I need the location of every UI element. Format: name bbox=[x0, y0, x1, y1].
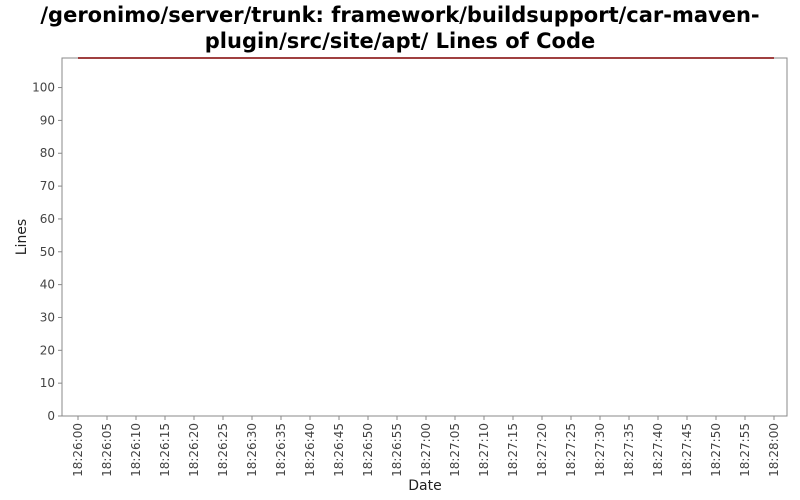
x-tick-label: 18:26:55 bbox=[390, 423, 404, 477]
x-tick-label: 18:27:40 bbox=[651, 423, 665, 477]
x-axis-title: Date bbox=[408, 478, 441, 494]
y-tick-label: 0 bbox=[47, 409, 55, 423]
plot-area bbox=[61, 57, 788, 417]
y-tick-label: 30 bbox=[40, 310, 55, 324]
x-axis: 18:26:00 18:26:05 18:26:10 18:26:15 18:26:20… bbox=[71, 416, 781, 477]
y-tick-label: 50 bbox=[40, 245, 55, 259]
x-tick-label: 18:27:25 bbox=[564, 423, 578, 477]
x-tick-label: 18:27:00 bbox=[419, 423, 433, 477]
x-tick-label: 18:27:10 bbox=[477, 423, 491, 477]
x-tick-label: 18:26:20 bbox=[187, 423, 201, 477]
x-tick-label: 18:26:50 bbox=[361, 423, 375, 477]
x-tick-label: 18:27:20 bbox=[535, 423, 549, 477]
x-tick-label: 18:27:45 bbox=[680, 423, 694, 477]
y-axis: 0 10 20 30 40 50 60 70 80 90 100 bbox=[32, 81, 62, 423]
y-tick-label: 60 bbox=[40, 212, 55, 226]
chart-title: /geronimo/server/trunk: framework/builds… bbox=[0, 2, 800, 54]
y-tick-label: 40 bbox=[40, 278, 55, 292]
y-tick-label: 20 bbox=[40, 343, 55, 357]
x-tick-label: 18:28:00 bbox=[767, 423, 781, 477]
y-tick-label: 10 bbox=[40, 376, 55, 390]
x-tick-label: 18:27:35 bbox=[622, 423, 636, 477]
y-tick-label: 90 bbox=[40, 113, 55, 127]
x-tick-label: 18:26:25 bbox=[216, 423, 230, 477]
y-tick-label: 100 bbox=[32, 81, 55, 95]
x-tick-label: 18:26:00 bbox=[71, 423, 85, 477]
x-tick-label: 18:27:50 bbox=[709, 423, 723, 477]
y-tick-label: 80 bbox=[40, 146, 55, 160]
x-tick-label: 18:26:45 bbox=[332, 423, 346, 477]
x-tick-label: 18:27:30 bbox=[593, 423, 607, 477]
x-tick-label: 18:26:05 bbox=[100, 423, 114, 477]
x-tick-label: 18:26:10 bbox=[129, 423, 143, 477]
x-tick-label: 18:26:15 bbox=[158, 423, 172, 477]
y-tick-label: 70 bbox=[40, 179, 55, 193]
x-tick-label: 18:26:35 bbox=[274, 423, 288, 477]
x-tick-label: 18:27:15 bbox=[506, 423, 520, 477]
y-axis-title: Lines bbox=[14, 219, 30, 255]
x-tick-label: 18:26:40 bbox=[303, 423, 317, 477]
chart-title-line-1: /geronimo/server/trunk: framework/builds… bbox=[40, 3, 760, 27]
x-tick-label: 18:26:30 bbox=[245, 423, 259, 477]
x-tick-label: 18:27:05 bbox=[448, 423, 462, 477]
x-tick-label: 18:27:55 bbox=[738, 423, 752, 477]
chart-title-line-2: plugin/src/site/apt/ Lines of Code bbox=[204, 29, 596, 53]
